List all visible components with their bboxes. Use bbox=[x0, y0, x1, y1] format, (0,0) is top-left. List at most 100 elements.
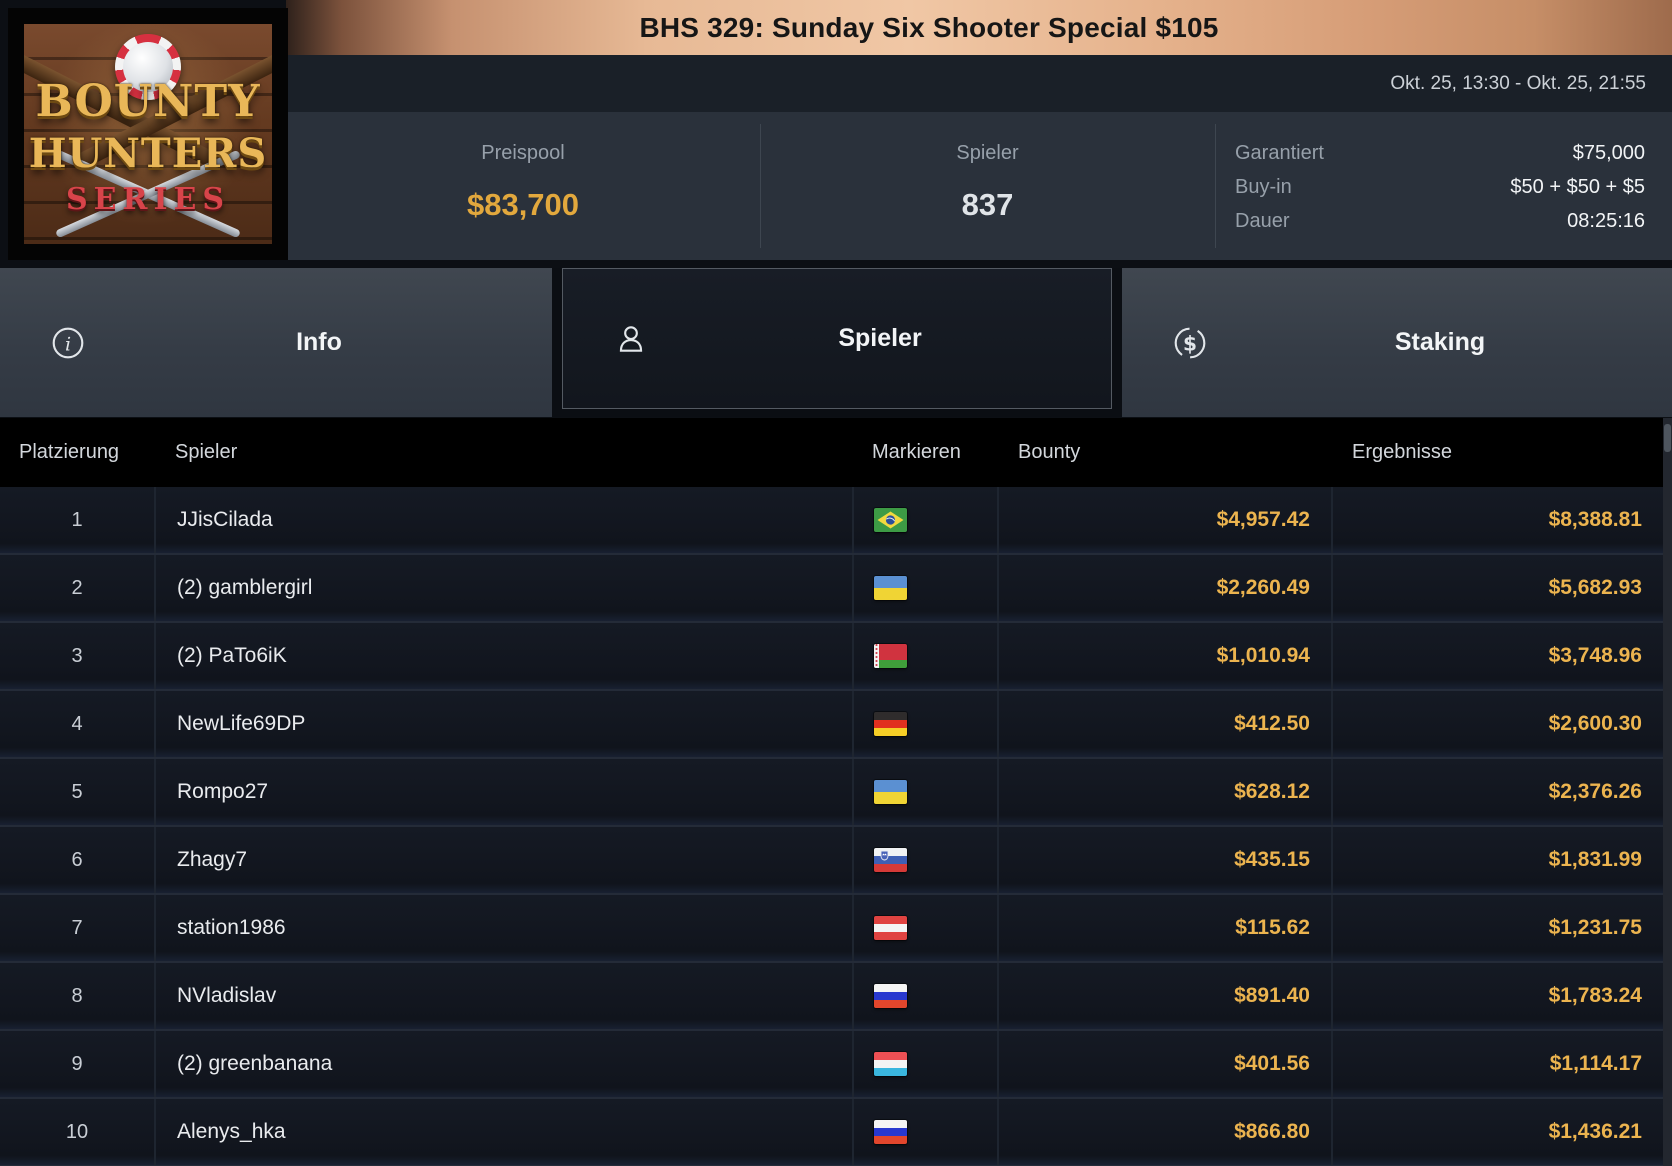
bounty-value: $4,957.42 bbox=[997, 487, 1331, 553]
player-name: Alenys_hka bbox=[154, 1099, 852, 1165]
column-header-markieren: Markieren bbox=[872, 441, 961, 463]
table-row[interactable]: 9 (2) greenbanana $401.56 $1,114.17 bbox=[0, 1031, 1663, 1099]
tournament-banner: BHS 329: Sunday Six Shooter Special $105 bbox=[286, 0, 1672, 55]
tab-spieler[interactable]: Spieler bbox=[562, 268, 1112, 409]
rank-cell: 9 bbox=[71, 1052, 83, 1075]
stat-details: Garantiert $75,000 Buy-in $50 + $50 + $5… bbox=[1235, 136, 1645, 238]
flag-cell bbox=[852, 1031, 997, 1097]
result-value: $3,748.96 bbox=[1331, 623, 1663, 689]
prizepool-value: $83,700 bbox=[466, 187, 580, 222]
guaranteed-value: $75,000 bbox=[1572, 141, 1645, 164]
flag-ua-icon bbox=[874, 780, 907, 804]
flag-at-icon bbox=[874, 916, 907, 940]
tab-staking-label: Staking bbox=[1394, 328, 1486, 356]
flag-si-icon bbox=[874, 848, 907, 872]
flag-cell bbox=[852, 487, 997, 553]
tab-staking[interactable]: $ Staking bbox=[1122, 268, 1672, 417]
flag-ua-icon bbox=[874, 576, 907, 600]
logo-word-bounty: BOUNTY bbox=[35, 76, 261, 127]
flag-cell bbox=[852, 691, 997, 757]
poker-chip-icon bbox=[115, 34, 181, 100]
rank-cell: 5 bbox=[71, 780, 83, 803]
rank-cell: 1 bbox=[71, 508, 83, 531]
table-row[interactable]: 4 NewLife69DP $412.50 $2,600.30 bbox=[0, 691, 1663, 759]
rank-cell: 7 bbox=[71, 916, 83, 939]
result-value: $1,783.24 bbox=[1331, 963, 1663, 1029]
stat-prizepool: Preispool $83,700 bbox=[286, 112, 760, 260]
bounty-hunters-logo: BOUNTY HUNTERS SERIES bbox=[8, 8, 288, 260]
players-value: 837 bbox=[961, 187, 1014, 222]
table-row[interactable]: 8 NVladislav $891.40 $1,783.24 bbox=[0, 963, 1663, 1031]
result-value: $1,231.75 bbox=[1331, 895, 1663, 961]
flag-cell bbox=[852, 827, 997, 893]
stat-players: Spieler 837 bbox=[760, 112, 1215, 260]
flag-br-icon bbox=[874, 508, 907, 532]
flag-cell bbox=[852, 555, 997, 621]
info-icon: i bbox=[50, 325, 86, 361]
dollar-circle-icon: $ bbox=[1172, 325, 1208, 361]
player-name: JJisCilada bbox=[154, 487, 852, 553]
table-row[interactable]: 5 Rompo27 $628.12 $2,376.26 bbox=[0, 759, 1663, 827]
rank-cell: 10 bbox=[65, 1120, 89, 1143]
tab-info-label: Info bbox=[296, 328, 342, 356]
result-value: $1,436.21 bbox=[1331, 1099, 1663, 1165]
logo-word-hunters: HUNTERS bbox=[28, 130, 268, 177]
rank-cell: 6 bbox=[71, 848, 83, 871]
duration-label: Dauer bbox=[1235, 209, 1290, 232]
guaranteed-label: Garantiert bbox=[1235, 141, 1324, 164]
player-name: (2) greenbanana bbox=[154, 1031, 852, 1097]
table-scrollbar[interactable] bbox=[1663, 418, 1672, 1166]
rank-cell: 4 bbox=[71, 712, 83, 735]
column-header-spieler: Spieler bbox=[175, 441, 238, 463]
logo-word-series: SERIES bbox=[65, 182, 231, 217]
flag-ru-icon bbox=[874, 1120, 907, 1144]
flag-ru-icon bbox=[874, 984, 907, 1008]
bounty-value: $115.62 bbox=[997, 895, 1331, 961]
bounty-value: $1,010.94 bbox=[997, 623, 1331, 689]
scrollbar-thumb[interactable] bbox=[1664, 424, 1671, 452]
buyin-row: Buy-in $50 + $50 + $5 bbox=[1235, 170, 1645, 204]
bounty-value: $412.50 bbox=[997, 691, 1331, 757]
buyin-value: $50 + $50 + $5 bbox=[1510, 175, 1645, 198]
table-row[interactable]: 7 station1986 $115.62 $1,231.75 bbox=[0, 895, 1663, 963]
bounty-value: $628.12 bbox=[997, 759, 1331, 825]
rank-cell: 2 bbox=[71, 576, 83, 599]
tab-info[interactable]: i Info bbox=[0, 268, 552, 417]
flag-lu-icon bbox=[874, 1052, 907, 1076]
players-label: Spieler bbox=[956, 142, 1019, 164]
player-name: NewLife69DP bbox=[154, 691, 852, 757]
bounty-value: $866.80 bbox=[997, 1099, 1331, 1165]
column-header-bounty: Bounty bbox=[1018, 441, 1081, 463]
players-table: 1 JJisCilada $4,957.42 $8,388.81 2 (2) g… bbox=[0, 487, 1663, 1166]
player-name: station1986 bbox=[154, 895, 852, 961]
svg-text:i: i bbox=[65, 333, 71, 355]
date-bar: Okt. 25, 13:30 - Okt. 25, 21:55 bbox=[286, 55, 1672, 112]
table-row[interactable]: 2 (2) gamblergirl $2,260.49 $5,682.93 bbox=[0, 555, 1663, 623]
duration-row: Dauer 08:25:16 bbox=[1235, 204, 1645, 238]
flag-cell bbox=[852, 895, 997, 961]
guaranteed-row: Garantiert $75,000 bbox=[1235, 136, 1645, 170]
person-icon bbox=[613, 321, 649, 357]
rank-cell: 8 bbox=[71, 984, 83, 1007]
bounty-value: $435.15 bbox=[997, 827, 1331, 893]
svg-text:$: $ bbox=[1183, 331, 1197, 355]
flag-by-icon bbox=[874, 644, 907, 668]
player-name: NVladislav bbox=[154, 963, 852, 1029]
column-header-ergebnisse: Ergebnisse bbox=[1352, 441, 1453, 463]
table-header: Platzierung Spieler Markieren Bounty Erg… bbox=[0, 418, 1663, 487]
bounty-value: $891.40 bbox=[997, 963, 1331, 1029]
flag-cell bbox=[852, 963, 997, 1029]
tab-bar: i Info Spieler $ Staking bbox=[0, 268, 1672, 417]
tab-spieler-label: Spieler bbox=[838, 324, 922, 352]
duration-value: 08:25:16 bbox=[1567, 209, 1645, 232]
flag-cell bbox=[852, 623, 997, 689]
table-row[interactable]: 1 JJisCilada $4,957.42 $8,388.81 bbox=[0, 487, 1663, 555]
player-name: Zhagy7 bbox=[154, 827, 852, 893]
table-row[interactable]: 6 Zhagy7 $435.15 $1,831.99 bbox=[0, 827, 1663, 895]
stats-panel: Preispool $83,700 Spieler 837 Garantiert… bbox=[286, 112, 1672, 260]
player-name: (2) PaTo6iK bbox=[154, 623, 852, 689]
result-value: $5,682.93 bbox=[1331, 555, 1663, 621]
table-row[interactable]: 3 (2) PaTo6iK $1,010.94 $3,748.96 bbox=[0, 623, 1663, 691]
table-row[interactable]: 10 Alenys_hka $866.80 $1,436.21 bbox=[0, 1099, 1663, 1166]
result-value: $1,831.99 bbox=[1331, 827, 1663, 893]
